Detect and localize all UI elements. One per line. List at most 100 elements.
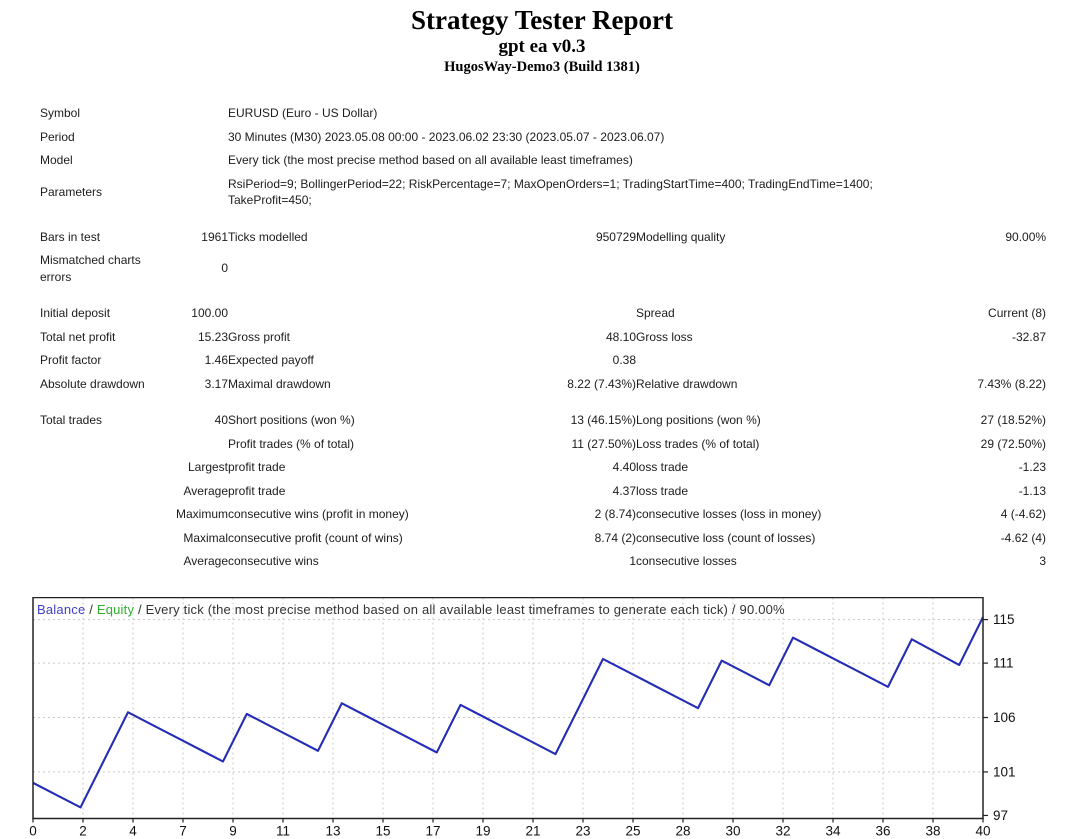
report-title: Strategy Tester Report (411, 5, 673, 35)
row-value-3: 3 (1039, 554, 1047, 568)
spacer-row (40, 212, 1046, 225)
row-value-1: 40 (214, 413, 228, 427)
row-value-2: 13 (46.15%) (570, 413, 636, 427)
spacer-cell (40, 288, 1046, 301)
row-label-2: Expected payoff (228, 353, 314, 367)
stats-table: Symbol EURUSD (Euro - US Dollar) Period 30 … (40, 101, 1046, 573)
row-value-1: 3.17 (204, 376, 228, 391)
x-axis-label: 19 (475, 824, 490, 839)
row-label-2: consecutive wins (profit in money) (228, 507, 409, 521)
x-axis-label: 9 (229, 824, 237, 839)
row-label-2 (228, 301, 520, 325)
row-label: Symbol (40, 106, 81, 120)
row-value-2: 2 (8.74) (594, 507, 636, 521)
table-row: Initial deposit 100.00 Spread Current (8) (40, 301, 1046, 325)
x-axis-label: 4 (129, 824, 137, 839)
legend-separator: / (85, 602, 97, 617)
row-label-3: loss trade (636, 460, 689, 474)
server-build: HugosWay-Demo3 (Build 1381) (444, 59, 640, 75)
row-value-1 (165, 125, 228, 149)
x-axis-label: 40 (975, 824, 990, 839)
report-header: Strategy Tester Report gpt ea v0.3 Hugos… (0, 0, 1084, 76)
table-row: Absolute drawdown 3.17 Maximal drawdown 8.2… (40, 372, 1046, 396)
x-axis-label: 7 (179, 824, 187, 839)
row-label-2: profit trade (228, 460, 286, 474)
row-label (40, 455, 165, 479)
row-label-2: Ticks modelled (228, 229, 308, 244)
row-label-3 (636, 348, 920, 372)
row-value-1: Maximum (175, 507, 228, 521)
row-value-1 (165, 172, 228, 212)
legend-equity-label: Equity (96, 602, 135, 617)
table-row: Average consecutive wins 1 consecutive loss… (40, 549, 1047, 573)
table-row: Period 30 Minutes (M30) 2023.05.08 00:00 … (40, 125, 1046, 149)
row-value-1 (165, 101, 228, 125)
row-value-2: 0.38 (612, 353, 636, 367)
row-value-text: Every tick (the most precise method base… (228, 153, 633, 167)
legend-balance-label: Balance (37, 602, 86, 617)
row-label (40, 479, 165, 503)
table-row: Profit factor 1.46 Expected payoff 0.38 (40, 348, 1046, 372)
row-label-2: Maximal drawdown (228, 376, 331, 391)
y-axis-label: 111 (993, 656, 1014, 671)
table-row: Total net profit 15.23 Gross profit 48.10 Gr… (40, 325, 1046, 349)
row-value-2: 11 (27.50%) (571, 436, 636, 451)
legend-separator: / (134, 602, 146, 617)
row-label-3: Long positions (won %) (636, 413, 761, 427)
row-label-2: Gross profit (228, 329, 291, 344)
x-axis-label: 11 (276, 824, 290, 839)
row-value-3: 7.43% (8.22) (977, 376, 1047, 391)
chart-legend: Balance / Equity / Every tick (the most … (37, 602, 785, 617)
row-value-2: 4.40 (612, 460, 636, 474)
row-value-text: EURUSD (Euro - US Dollar) (228, 106, 378, 120)
row-label: Mismatched charts errors (40, 253, 141, 284)
row-label: Total net profit (40, 329, 116, 344)
row-value-3: 27 (18.52%) (980, 413, 1047, 427)
expert-name: gpt ea v0.3 (498, 36, 586, 57)
x-axis-label: 0 (29, 824, 37, 839)
row-value-3: -1.23 (1018, 460, 1047, 474)
balance-chart: 115 111 106 101 97 0 2 4 7 9 11 13 15 17 19 21 23 25 28 30 3… (25, 597, 1084, 839)
table-row: Maximal consecutive profit (count of wins… (40, 526, 1046, 550)
row-value-3 (920, 248, 1046, 288)
row-label: Total trades (40, 413, 103, 427)
x-axis-label: 23 (575, 824, 590, 839)
row-label-3: Gross loss (636, 329, 693, 344)
row-label-3 (636, 248, 920, 288)
row-value-wide: 30 Minutes (M30) 2023.05.08 00:00 - 2023… (228, 125, 1046, 149)
row-value-1: 1.46 (204, 353, 228, 367)
row-label-3: Spread (636, 306, 675, 320)
row-label-3: consecutive losses (loss in money) (636, 507, 822, 521)
y-axis-label: 97 (993, 808, 1008, 823)
x-axis-label: 34 (825, 824, 841, 839)
row-value-1: Largest (187, 460, 228, 474)
row-value-2: 8.22 (7.43%) (567, 376, 636, 391)
row-label-2: consecutive wins (228, 554, 319, 568)
row-value-text: 30 Minutes (M30) 2023.05.08 00:00 - 2023… (228, 129, 665, 144)
row-label-3: Relative drawdown (636, 376, 738, 391)
x-axis-label: 38 (925, 824, 940, 839)
y-axis-label: 115 (993, 612, 1015, 627)
row-value-wide: Every tick (the most precise method base… (228, 148, 1046, 172)
row-value-3: 29 (72.50%) (980, 436, 1047, 451)
row-label (40, 526, 165, 550)
row-value-1 (165, 432, 228, 456)
x-axis-label: 15 (375, 824, 390, 839)
row-label-2: consecutive profit (count of wins) (228, 530, 403, 545)
y-axis-label: 106 (993, 710, 1016, 725)
row-value-2: 4.37 (612, 483, 636, 498)
row-value-2 (520, 301, 636, 325)
table-row: Model Every tick (the most precise method… (40, 148, 1046, 172)
row-value-3: -1.13 (1018, 483, 1047, 498)
row-label-2: Short positions (won %) (228, 413, 355, 427)
row-value-1: 1961 (201, 229, 228, 244)
row-value-2: 8.74 (2) (594, 530, 636, 545)
x-axis-label: 21 (525, 824, 540, 839)
row-label: Period (40, 129, 75, 144)
x-axis-label: 13 (325, 824, 340, 839)
row-value-wide: EURUSD (Euro - US Dollar) (228, 101, 1046, 125)
row-label-2 (228, 248, 520, 288)
x-axis-label: 2 (79, 824, 87, 839)
balance-line (32, 616, 984, 809)
row-label-2: profit trade (228, 483, 286, 498)
